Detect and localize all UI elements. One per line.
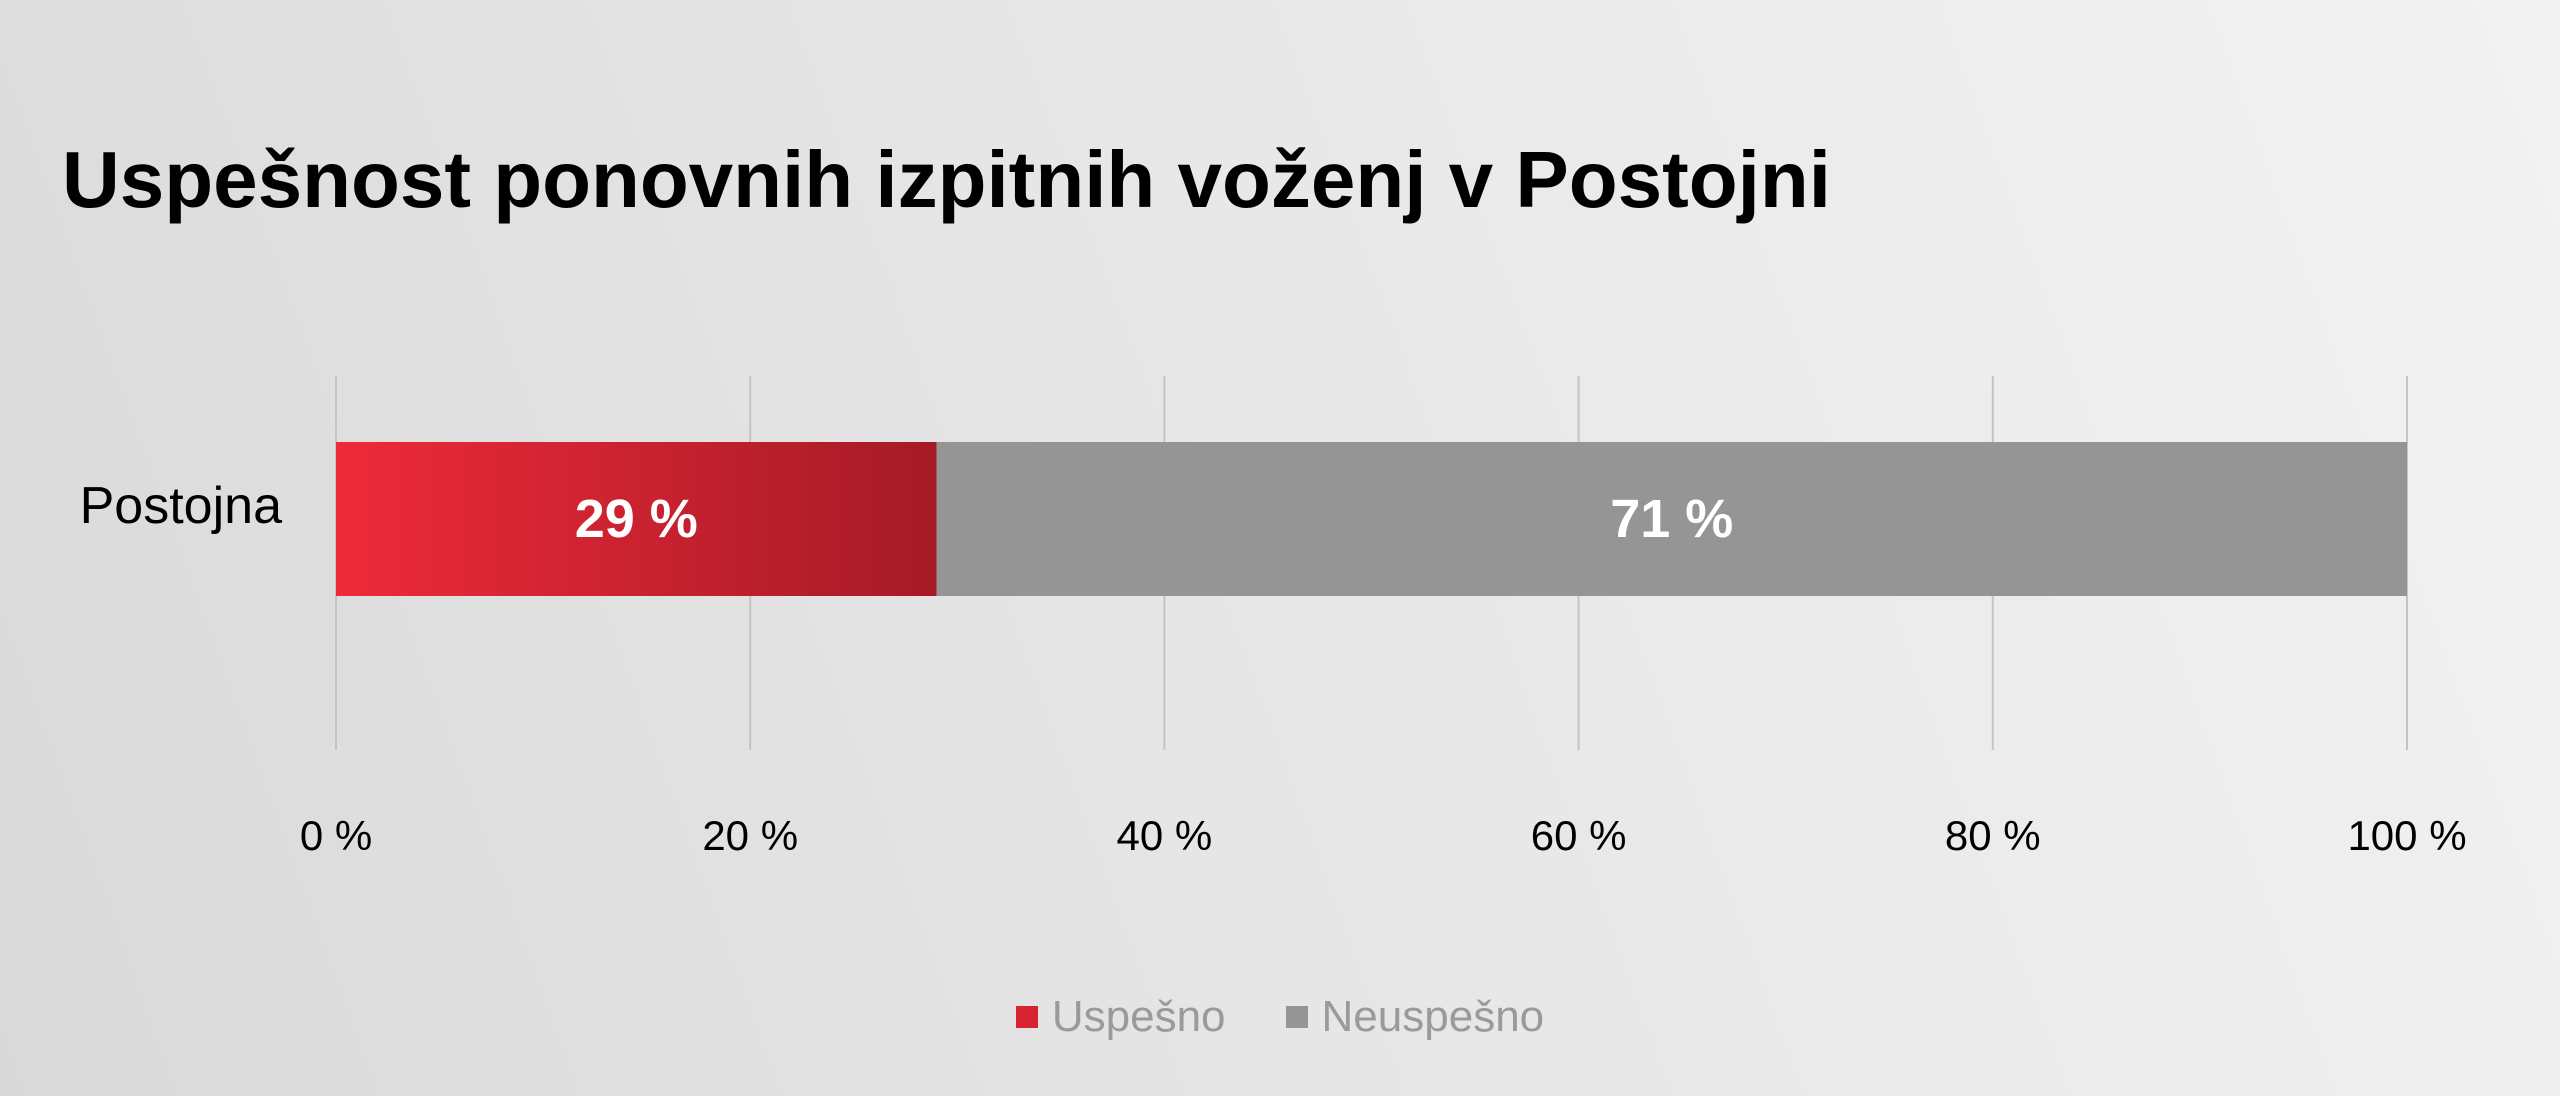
x-axis-ticks: 0 % 20 % 40 % 60 % 80 % 100 % [300,812,2467,859]
x-tick-label: 60 % [1531,812,1627,859]
x-tick-label: 40 % [1117,812,1213,859]
data-labels: 29 % 71 % [575,489,1734,549]
x-tick-label: 100 % [2347,812,2466,859]
chart-title: Uspešnost ponovnih izpitnih voženj v Pos… [62,135,1831,224]
y-axis-categories: Postojna [80,477,282,535]
legend-item-neuspesno[interactable]: Neuspešno [1285,992,1545,1041]
legend-swatch-neuspesno [1285,1006,1308,1028]
category-label: Postojna [80,477,282,535]
legend-swatch-uspesno [1015,1006,1038,1028]
data-label-neuspesno: 71 % [1610,489,1733,549]
bar-uspesno[interactable] [336,442,937,596]
bars [336,442,2407,596]
bar-neuspesno[interactable] [936,442,2407,596]
data-label-uspesno: 29 % [575,489,698,549]
x-tick-label: 20 % [702,812,798,859]
legend-label-neuspesno: Neuspešno [1321,992,1545,1041]
legend-label-uspesno: Uspešno [1051,992,1226,1041]
x-tick-label: 0 % [300,812,372,859]
legend: Uspešno Neuspešno [0,995,2560,1039]
x-tick-label: 80 % [1945,812,2041,859]
legend-item-uspesno[interactable]: Uspešno [1015,992,1226,1041]
